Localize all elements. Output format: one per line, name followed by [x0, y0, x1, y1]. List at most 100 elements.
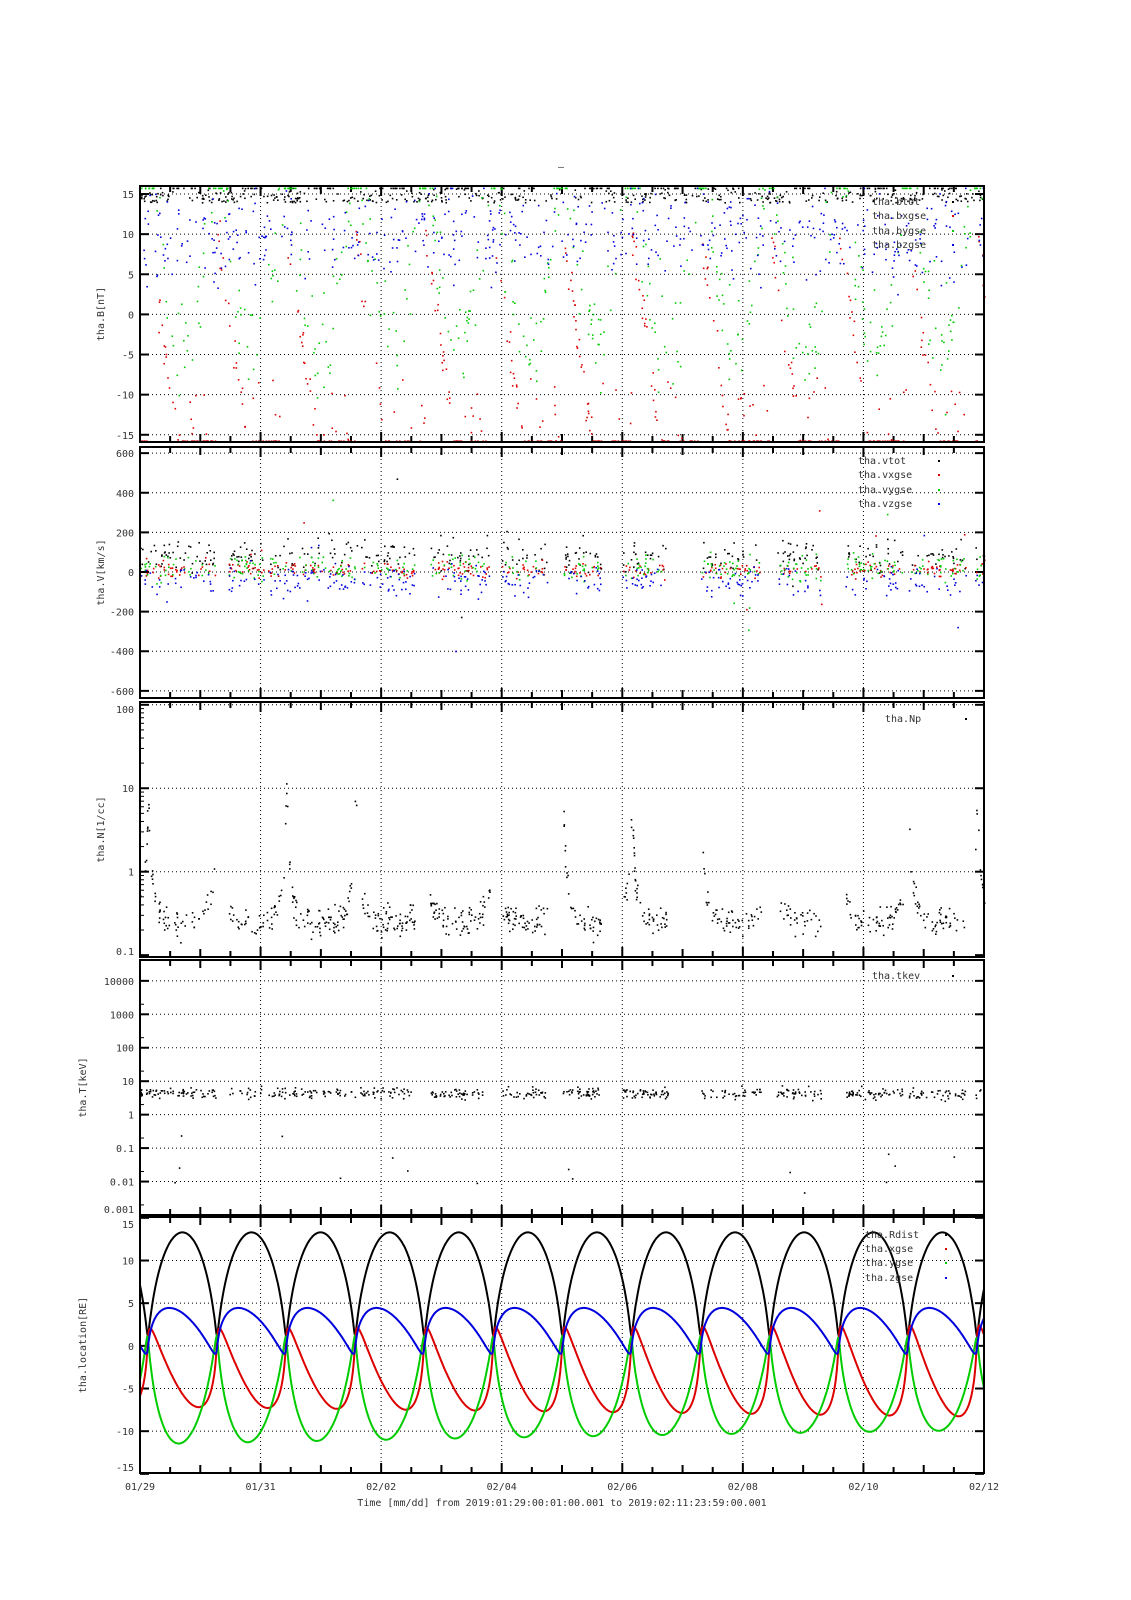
data-point	[650, 554, 653, 556]
data-point	[739, 201, 741, 204]
data-point	[482, 269, 485, 272]
data-point	[851, 573, 853, 576]
data-point	[374, 914, 377, 916]
data-point	[404, 289, 406, 291]
data-point	[198, 574, 200, 577]
data-point	[725, 187, 728, 190]
data-point	[787, 568, 790, 570]
data-point	[159, 909, 161, 911]
data-point	[460, 578, 463, 580]
data-point	[237, 311, 239, 313]
data-point	[866, 580, 868, 583]
data-point	[931, 565, 934, 568]
data-point	[459, 555, 461, 557]
data-point	[980, 217, 983, 220]
data-point	[731, 269, 733, 271]
legend-label: tha.vtot	[858, 456, 906, 467]
data-point	[271, 1095, 274, 1098]
data-point	[870, 565, 873, 568]
data-point	[257, 574, 259, 576]
data-point	[469, 290, 472, 293]
data-point	[185, 914, 188, 916]
data-point	[334, 903, 336, 906]
data-point	[332, 499, 334, 502]
data-point	[776, 1095, 779, 1098]
data-point	[749, 311, 752, 314]
data-point	[486, 234, 489, 237]
data-point	[525, 928, 527, 931]
data-point	[274, 905, 276, 907]
data-point	[172, 574, 174, 576]
data-point	[843, 187, 845, 190]
data-point	[145, 562, 148, 565]
data-point	[230, 905, 232, 908]
data-point	[849, 317, 851, 319]
data-point	[971, 196, 973, 199]
data-point	[804, 590, 806, 593]
data-point	[521, 425, 523, 427]
data-point	[305, 564, 307, 566]
data-point	[842, 196, 844, 198]
data-point	[838, 243, 840, 245]
data-point	[627, 197, 629, 199]
data-point	[851, 1093, 853, 1096]
data-point	[946, 411, 948, 414]
data-point	[824, 387, 827, 389]
data-point	[650, 249, 653, 251]
data-point	[550, 194, 552, 196]
data-point	[452, 558, 454, 561]
data-point	[279, 554, 281, 557]
data-point	[774, 245, 776, 248]
data-point	[743, 393, 746, 395]
data-point	[632, 254, 634, 256]
data-point	[908, 1096, 911, 1099]
data-point	[189, 255, 191, 257]
data-point	[587, 585, 590, 588]
data-point	[959, 559, 962, 561]
data-point	[464, 187, 466, 190]
data-point	[891, 194, 894, 196]
data-point	[594, 920, 596, 923]
data-point	[796, 571, 798, 574]
data-point	[858, 255, 860, 257]
data-point	[718, 565, 721, 567]
data-point	[954, 582, 957, 584]
data-point	[806, 920, 809, 922]
data-point	[786, 909, 788, 911]
data-point	[484, 571, 486, 574]
data-point	[561, 187, 563, 190]
data-point	[725, 568, 728, 570]
data-point	[784, 903, 786, 905]
data-point	[633, 847, 635, 849]
data-point	[383, 234, 386, 236]
data-point	[481, 556, 483, 559]
data-point	[799, 439, 802, 442]
data-point	[667, 381, 669, 383]
data-point	[820, 212, 823, 215]
data-point	[144, 569, 147, 572]
data-point	[226, 231, 228, 234]
data-point	[182, 1088, 184, 1091]
data-point	[300, 249, 303, 251]
data-point	[805, 200, 808, 202]
data-point	[470, 431, 473, 434]
data-point	[897, 201, 899, 204]
data-point	[174, 577, 177, 580]
data-point	[250, 553, 252, 556]
data-point	[813, 1095, 816, 1097]
data-point	[567, 233, 569, 236]
data-point	[518, 195, 521, 197]
data-point	[935, 930, 938, 933]
data-point	[237, 926, 240, 928]
data-point	[144, 187, 147, 190]
data-point	[210, 201, 213, 204]
data-point	[530, 571, 533, 573]
data-point	[659, 564, 661, 567]
data-point	[700, 188, 702, 191]
data-point	[328, 187, 330, 190]
data-point	[708, 556, 710, 558]
data-point	[233, 201, 236, 204]
data-point	[741, 565, 744, 567]
data-point	[384, 929, 387, 931]
data-point	[438, 567, 440, 570]
